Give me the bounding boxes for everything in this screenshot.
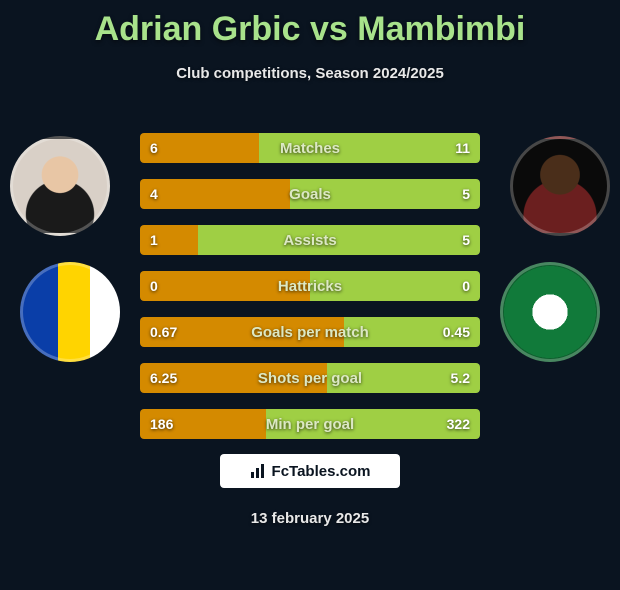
stat-row: Min per goal186 322 xyxy=(140,409,480,439)
stat-value-left: 6.25 xyxy=(150,363,177,393)
stat-label: Shots per goal xyxy=(140,363,480,393)
stat-value-left: 186 xyxy=(150,409,173,439)
stat-row: Assists1 5 xyxy=(140,225,480,255)
stat-value-left: 0 xyxy=(150,271,158,301)
stat-label: Min per goal xyxy=(140,409,480,439)
stat-value-left: 6 xyxy=(150,133,158,163)
stat-value-left: 4 xyxy=(150,179,158,209)
club-logo-left xyxy=(20,262,120,362)
stats-bars: Matches611Goals45Assists15Hattricks00Goa… xyxy=(140,133,480,455)
stat-value-right: 5 xyxy=(462,225,470,255)
player-avatar-right xyxy=(510,136,610,236)
stat-label: Hattricks xyxy=(140,271,480,301)
stat-value-left: 0.67 xyxy=(150,317,177,347)
stat-label: Goals xyxy=(140,179,480,209)
stat-label: Assists xyxy=(140,225,480,255)
stat-row: Matches6 11 xyxy=(140,133,480,163)
date-label: 13 february 2025 xyxy=(0,510,620,527)
stat-value-right: 11 xyxy=(455,133,470,163)
page-title: Adrian Grbic vs Mambimbi xyxy=(0,10,620,49)
club-logo-right xyxy=(500,262,600,362)
player-avatar-left xyxy=(10,136,110,236)
stat-label: Matches xyxy=(140,133,480,163)
badge-text: FcTables.com xyxy=(272,463,371,480)
subtitle: Club competitions, Season 2024/2025 xyxy=(0,65,620,82)
stat-row: Shots per goal6.25 5.2 xyxy=(140,363,480,393)
stat-value-right: 5.2 xyxy=(451,363,470,393)
stat-row: Goals4 5 xyxy=(140,179,480,209)
stat-row: Hattricks0 0 xyxy=(140,271,480,301)
stat-label: Goals per match xyxy=(140,317,480,347)
stat-value-left: 1 xyxy=(150,225,158,255)
stat-value-right: 322 xyxy=(447,409,470,439)
stat-value-right: 0.45 xyxy=(443,317,470,347)
stat-value-right: 5 xyxy=(462,179,470,209)
stat-row: Goals per match0.67 0.45 xyxy=(140,317,480,347)
chart-icon xyxy=(250,463,266,479)
stat-value-right: 0 xyxy=(462,271,470,301)
fctables-badge[interactable]: FcTables.com xyxy=(220,454,400,488)
